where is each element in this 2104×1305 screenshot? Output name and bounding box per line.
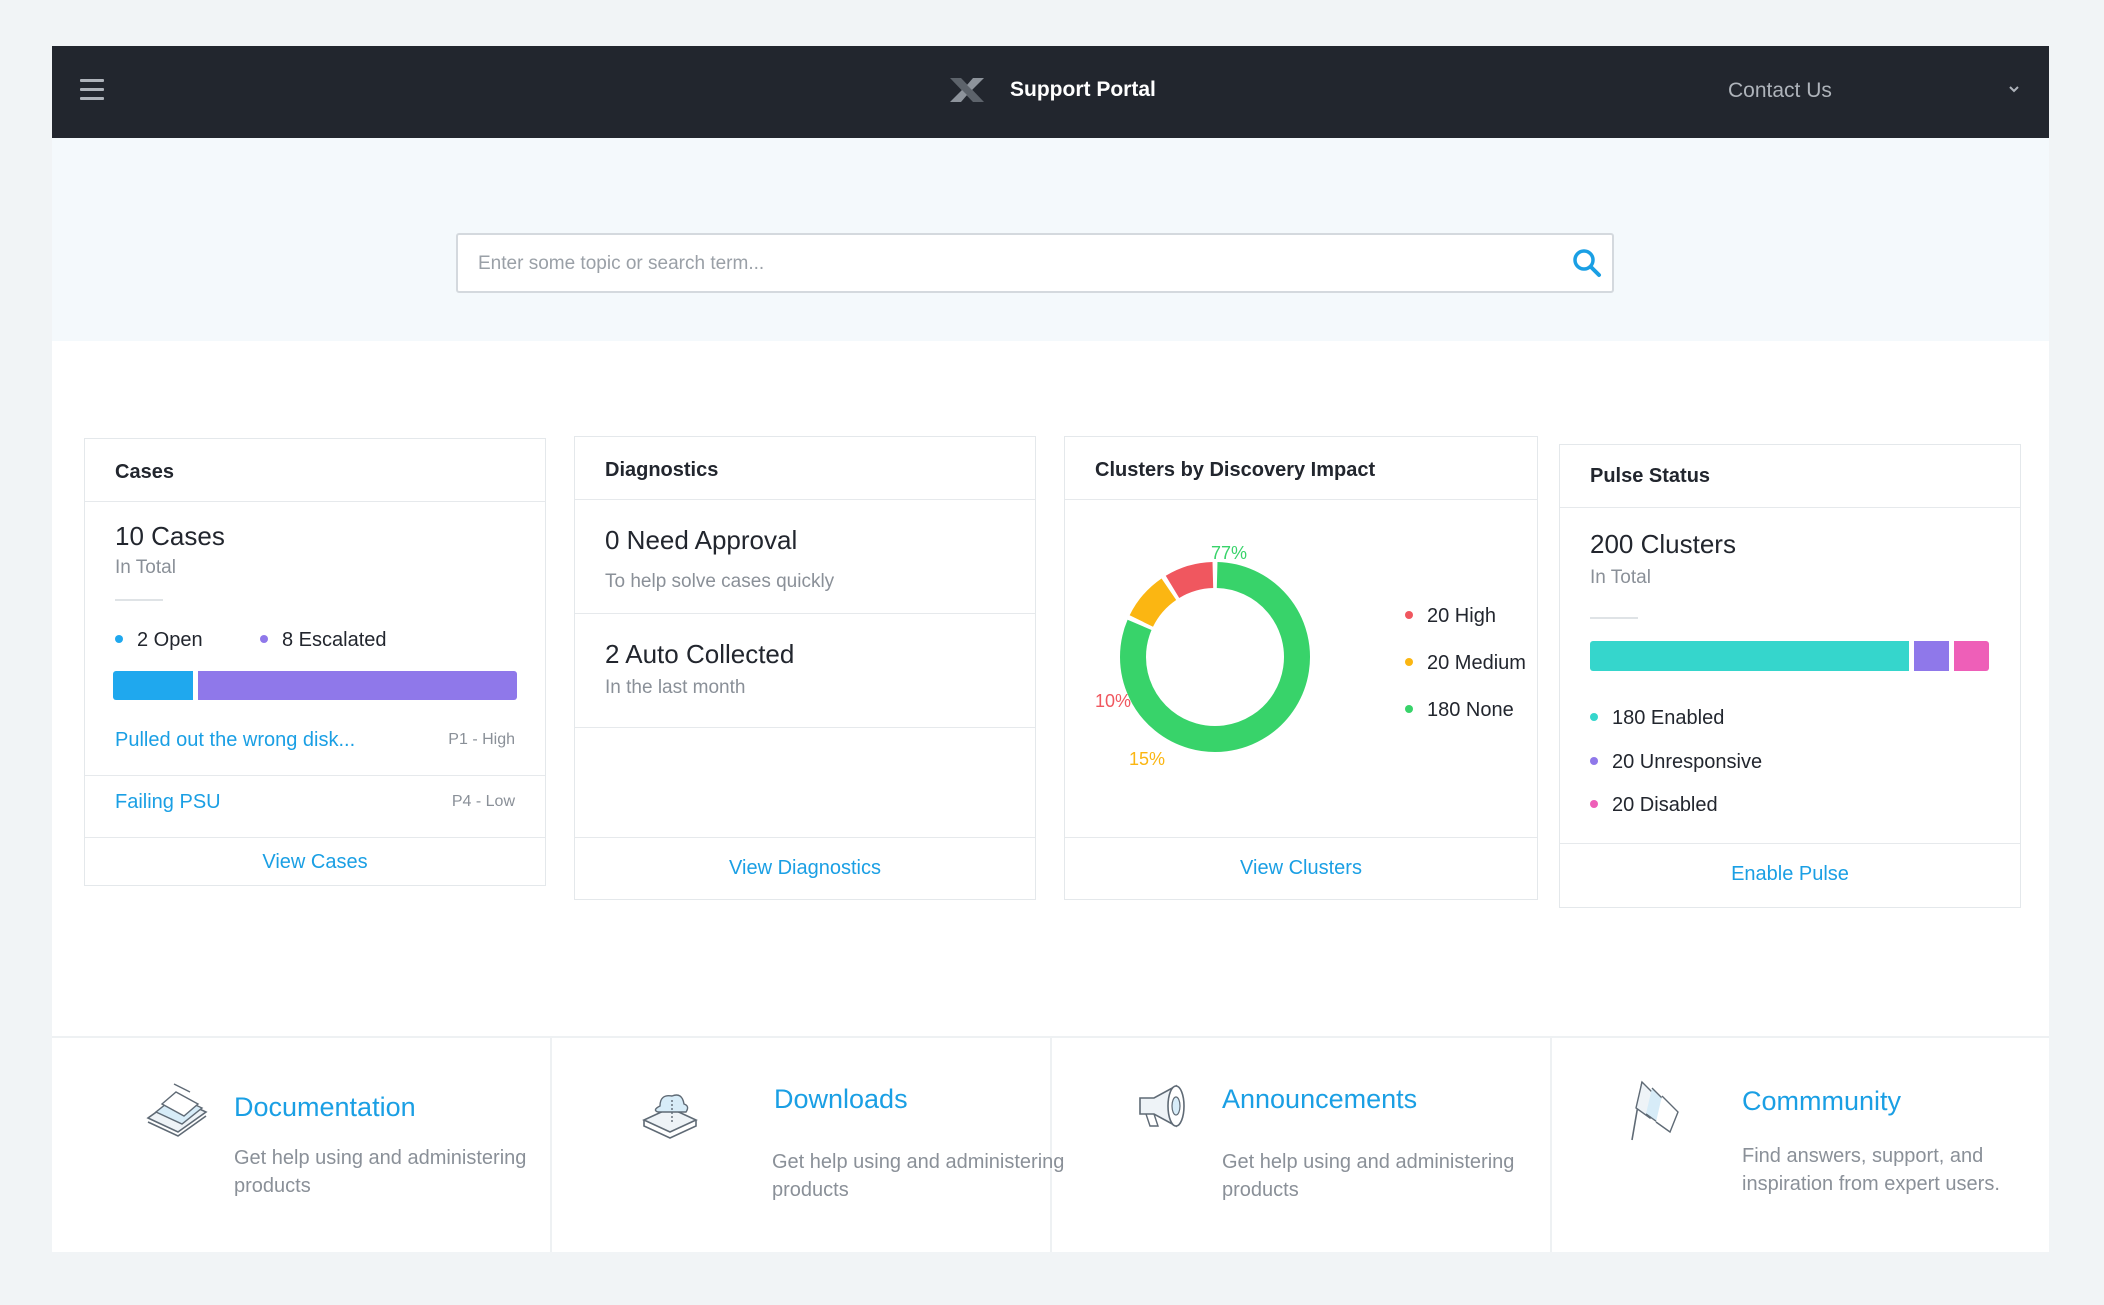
pulse-count: 200 Clusters	[1590, 529, 1736, 559]
donut-slice-none	[1120, 562, 1310, 752]
clusters-donut-chart	[1120, 562, 1310, 752]
pct-label-high: 10%	[1095, 691, 1132, 711]
hamburger-menu-icon[interactable]	[80, 79, 104, 101]
app-title: Support Portal	[1010, 78, 1156, 101]
pulse-bar-unresponsive	[1914, 641, 1949, 671]
cases-count-sub: In Total	[115, 557, 176, 578]
auto-collected: 2 Auto Collected	[605, 639, 795, 669]
need-approval-sub: To help solve cases quickly	[605, 571, 835, 592]
view-diagnostics-link[interactable]: View Diagnostics	[729, 857, 881, 879]
case-link-1[interactable]: Pulled out the wrong disk...	[115, 729, 356, 751]
pct-label-none: 77%	[1211, 543, 1248, 563]
need-approval: 0 Need Approval	[605, 525, 798, 555]
cases-open-legend: 2 Open	[115, 629, 203, 652]
pulse-title: Pulse Status	[1590, 465, 1711, 487]
resource-downloads[interactable]: Downloads Get help using and administeri…	[552, 1038, 1064, 1252]
nutanix-logo-icon	[950, 78, 984, 102]
downloads-desc: Get help using and administering product…	[772, 1151, 1065, 1201]
enable-pulse-link[interactable]: Enable Pulse	[1731, 863, 1849, 885]
cases-title: Cases	[115, 461, 174, 483]
cases-card: Cases 10 Cases In Total 2 Open 8 Escalat…	[84, 438, 546, 886]
legend-medium: 20 Medium	[1405, 652, 1526, 675]
legend-enabled: 180 Enabled	[1590, 707, 1724, 730]
view-clusters-link[interactable]: View Clusters	[1240, 857, 1362, 879]
announcements-title[interactable]: Announcements	[1222, 1084, 1418, 1114]
case-priority-2: P4 - Low	[451, 793, 515, 810]
clusters-card: Clusters by Discovery Impact 77% 10% 15%…	[1064, 436, 1538, 900]
auto-collected-sub: In the last month	[605, 677, 746, 698]
top-bar: Support Portal Contact Us	[52, 46, 2049, 138]
pulse-bar	[1590, 641, 1990, 671]
pulse-bar-enabled	[1590, 641, 1909, 671]
downloads-title[interactable]: Downloads	[774, 1084, 908, 1114]
downloads-icon	[642, 1094, 698, 1139]
search-band	[52, 138, 2049, 341]
resource-announcements[interactable]: Announcements Get help using and adminis…	[1052, 1038, 1552, 1252]
case-priority-1: P1 - High	[448, 731, 515, 748]
diagnostics-card: Diagnostics 0 Need Approval To help solv…	[574, 436, 1036, 900]
community-title[interactable]: Commmunity	[1742, 1086, 1902, 1116]
diagnostics-title: Diagnostics	[605, 459, 719, 481]
cases-count: 10 Cases	[115, 521, 225, 551]
megaphone-icon	[1139, 1084, 1185, 1128]
chevron-down-icon[interactable]	[2007, 82, 2021, 96]
search-icon[interactable]	[1572, 248, 1602, 278]
documentation-icon	[146, 1083, 208, 1137]
search-box	[456, 233, 1614, 293]
case-link-2[interactable]: Failing PSU	[115, 791, 221, 813]
donut-slice-medium	[1129, 578, 1177, 628]
resource-community[interactable]: Commmunity Find answers, support, and in…	[1552, 1038, 2049, 1252]
search-input[interactable]	[476, 249, 1530, 279]
resource-documentation[interactable]: Documentation Get help using and adminis…	[52, 1038, 552, 1252]
legend-none: 180 None	[1405, 699, 1514, 722]
pulse-card: Pulse Status 200 Clusters In Total 180 E…	[1559, 444, 2021, 908]
view-cases-link[interactable]: View Cases	[262, 851, 368, 873]
contact-us-menu[interactable]: Contact Us	[1728, 79, 1832, 102]
pulse-bar-disabled	[1954, 641, 1989, 671]
resources-row: Documentation Get help using and adminis…	[52, 1036, 2049, 1252]
documentation-title[interactable]: Documentation	[234, 1092, 416, 1122]
cases-bar-escalated	[198, 671, 517, 700]
announcements-desc: Get help using and administering product…	[1222, 1151, 1515, 1201]
clusters-title: Clusters by Discovery Impact	[1095, 459, 1376, 481]
donut-slice-high	[1165, 562, 1214, 599]
pct-label-medium: 15%	[1129, 749, 1166, 769]
pulse-count-sub: In Total	[1590, 567, 1651, 588]
legend-unresponsive: 20 Unresponsive	[1590, 751, 1762, 774]
legend-disabled: 20 Disabled	[1590, 794, 1718, 817]
legend-high: 20 High	[1405, 605, 1496, 628]
community-flags-icon	[1631, 1080, 1679, 1141]
documentation-desc: Get help using and administering product…	[234, 1147, 527, 1197]
divider	[1590, 617, 1638, 619]
community-desc: Find answers, support, and inspiration f…	[1742, 1145, 2000, 1195]
cases-bar-open	[113, 671, 193, 700]
divider	[115, 599, 163, 601]
cases-escalated-legend: 8 Escalated	[260, 629, 387, 652]
portal-frame: Support Portal Contact Us Cases 10 Cases…	[52, 46, 2049, 1252]
cases-bar	[113, 671, 517, 700]
